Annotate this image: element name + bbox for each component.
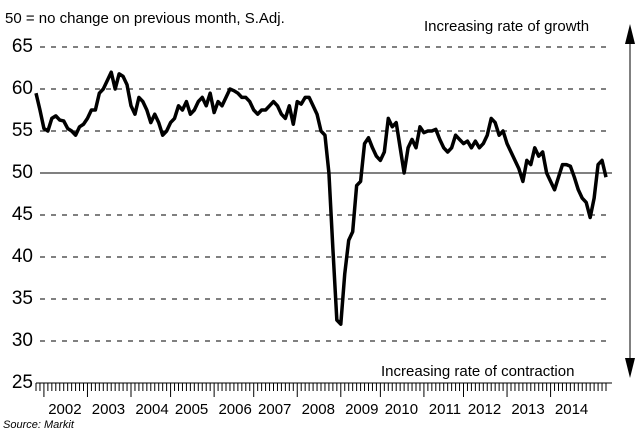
source: Source: Markit xyxy=(3,419,75,431)
y-tick-label: 25 xyxy=(12,372,33,393)
x-tick-label: 2011 xyxy=(429,401,461,418)
annotation: Increasing rate of contraction xyxy=(381,363,574,380)
subtitle: 50 = no change on previous month, S.Adj. xyxy=(5,10,285,27)
x-tick-label: 2010 xyxy=(385,401,418,418)
y-tick-label: 55 xyxy=(12,120,33,141)
y-tick-label: 35 xyxy=(12,288,33,309)
x-tick-label: 2014 xyxy=(555,401,588,418)
y-tick-label: 60 xyxy=(12,78,33,99)
line-series xyxy=(34,70,608,326)
x-tick-label: 2007 xyxy=(258,401,291,418)
y-tick-label: 45 xyxy=(12,204,33,225)
x-tick-label: 2008 xyxy=(302,401,335,418)
y-tick-label: 50 xyxy=(12,162,33,183)
x-tick-label: 2004 xyxy=(135,401,168,418)
y-tick-label: 65 xyxy=(12,36,33,57)
annotation: Increasing rate of growth xyxy=(424,18,589,35)
x-tick-label: 2002 xyxy=(48,401,81,418)
x-tick-label: 2013 xyxy=(511,401,544,418)
x-tick-label: 2012 xyxy=(468,401,501,418)
direction-arrow xyxy=(625,24,635,378)
x-tick-label: 2009 xyxy=(345,401,378,418)
x-tick-label: 2003 xyxy=(92,401,125,418)
x-tick-label: 2006 xyxy=(218,401,251,418)
y-tick-label: 30 xyxy=(12,330,33,351)
x-tick-label: 2005 xyxy=(175,401,208,418)
y-tick-label: 40 xyxy=(12,246,33,267)
